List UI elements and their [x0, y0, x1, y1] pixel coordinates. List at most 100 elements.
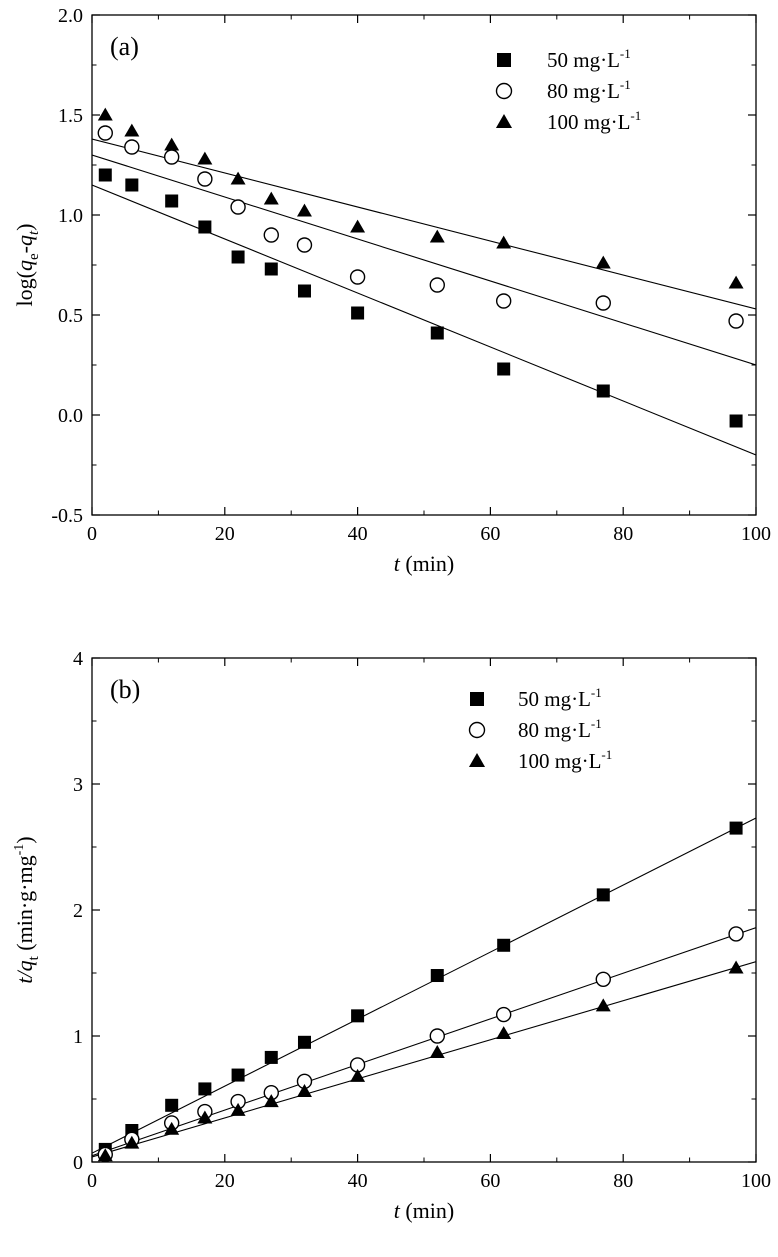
legend-label: 100 mg·L-1 [547, 108, 641, 134]
data-point-square [264, 1050, 278, 1064]
data-point-triangle [263, 191, 279, 205]
data-point-triangle [97, 107, 113, 121]
panel-label: (b) [110, 675, 140, 704]
data-point-triangle [496, 235, 512, 249]
data-point-circle [495, 293, 512, 309]
x-tick-label: 0 [87, 523, 97, 545]
data-point-circle [595, 971, 611, 987]
y-tick-label: 4 [73, 648, 83, 670]
legend-label-main: 80 mg·L [547, 79, 620, 103]
y-axis-title: log(qe-qt) [12, 224, 42, 307]
x-tick-label: 80 [613, 523, 633, 545]
fit-line-square [92, 184, 756, 456]
y-tick-label: 1.0 [58, 205, 83, 227]
y-tick-label: 1 [73, 1026, 83, 1048]
plot-frame [91, 14, 757, 516]
data-point-triangle [124, 123, 140, 137]
x-axis-title-var: t [394, 1198, 401, 1223]
data-point-circle [163, 149, 180, 165]
legend-label-sup: -1 [591, 716, 602, 731]
legend-marker-circle [495, 82, 513, 100]
legend-label-main: 100 mg·L [518, 749, 601, 773]
data-point-triangle [429, 1044, 445, 1058]
data-point-triangle [728, 275, 744, 289]
data-point-triangle [297, 203, 312, 217]
x-tick-label: 100 [741, 523, 771, 545]
data-point-triangle [728, 960, 744, 974]
x-axis-title: t (min) [394, 551, 455, 576]
fit-line-circle [92, 927, 756, 1157]
data-point-circle [728, 926, 744, 942]
data-point-circle [230, 199, 246, 215]
legend-label-sup: -1 [591, 685, 602, 700]
y-title-sub: t [26, 230, 42, 235]
data-point-triangle [197, 151, 213, 165]
data-point-circle [495, 1006, 512, 1023]
data-point-circle [349, 269, 366, 285]
data-point-circle [124, 139, 140, 155]
x-tick-label: 20 [215, 1170, 235, 1192]
y-title-mid: (min·g·mg [12, 855, 37, 956]
legend-label: 80 mg·L-1 [547, 77, 631, 103]
data-point-triangle [230, 1102, 246, 1116]
data-point-triangle [350, 219, 366, 233]
legend-label: 50 mg·L-1 [518, 685, 602, 711]
plot-frame [91, 657, 757, 1163]
data-point-circle [296, 237, 313, 253]
data-point-square [351, 306, 365, 320]
data-point-square [98, 168, 112, 182]
y-title-pre: log( [12, 271, 37, 306]
y-tick-label: 0.5 [58, 305, 83, 327]
data-point-triangle [164, 137, 180, 151]
y-title-mid: - [12, 246, 37, 253]
x-tick-label: 80 [613, 1170, 633, 1192]
x-tick-label: 60 [480, 523, 500, 545]
legend-label-sup: -1 [601, 747, 612, 762]
y-tick-label: 0.0 [58, 405, 83, 427]
legend-label: 80 mg·L-1 [518, 716, 602, 742]
legend-label: 50 mg·L-1 [547, 46, 631, 72]
legend-label-sup: -1 [630, 108, 641, 123]
y-tick-label: 3 [73, 774, 83, 796]
panel-a: 0 20 40 60 80 100 -0.5 0.0 0.5 1.0 1.5 2.0 (a) 50 mg·… [12, 5, 771, 576]
y-tick-label: 2 [73, 900, 83, 922]
x-tick-label: 0 [87, 1170, 97, 1192]
x-axis-title: t (min) [394, 1198, 455, 1223]
data-point-circle [263, 227, 279, 243]
x-tick-label: 40 [348, 523, 368, 545]
legend-marker-triangle [495, 114, 513, 128]
y-tick-label: 0 [73, 1152, 83, 1174]
x-tick-label: 100 [741, 1170, 771, 1192]
fit-line-square [92, 817, 756, 1154]
data-point-triangle [297, 1084, 312, 1097]
data-point-triangle [350, 1068, 366, 1082]
data-point-triangle [496, 1026, 512, 1040]
y-tick-label: -0.5 [51, 505, 83, 527]
y-title-post: ) [12, 224, 37, 231]
y-title-sub: e [26, 253, 42, 260]
legend-label-main: 80 mg·L [518, 718, 591, 742]
y-title-sup: -1 [12, 844, 27, 856]
data-point-circle [595, 295, 611, 311]
legend-label: 100 mg·L-1 [518, 747, 612, 773]
x-axis-title-var: t [394, 551, 401, 576]
x-axis-title-unit: (min) [400, 551, 454, 576]
data-point-square [264, 262, 278, 276]
data-point-square [165, 194, 179, 208]
data-point-square [430, 969, 444, 983]
data-point-triangle [164, 1121, 180, 1135]
legend-label-sup: -1 [620, 46, 631, 61]
data-point-square [165, 1098, 179, 1112]
legend-label-main: 50 mg·L [518, 687, 591, 711]
data-point-square [297, 284, 311, 298]
y-title-post: ) [12, 836, 37, 843]
y-tick-label: 2.0 [58, 5, 83, 27]
data-point-triangle [595, 255, 611, 269]
legend-label-main: 100 mg·L [547, 110, 630, 134]
data-point-circle [429, 277, 445, 293]
data-point-square [231, 250, 245, 264]
data-point-triangle [595, 998, 611, 1012]
